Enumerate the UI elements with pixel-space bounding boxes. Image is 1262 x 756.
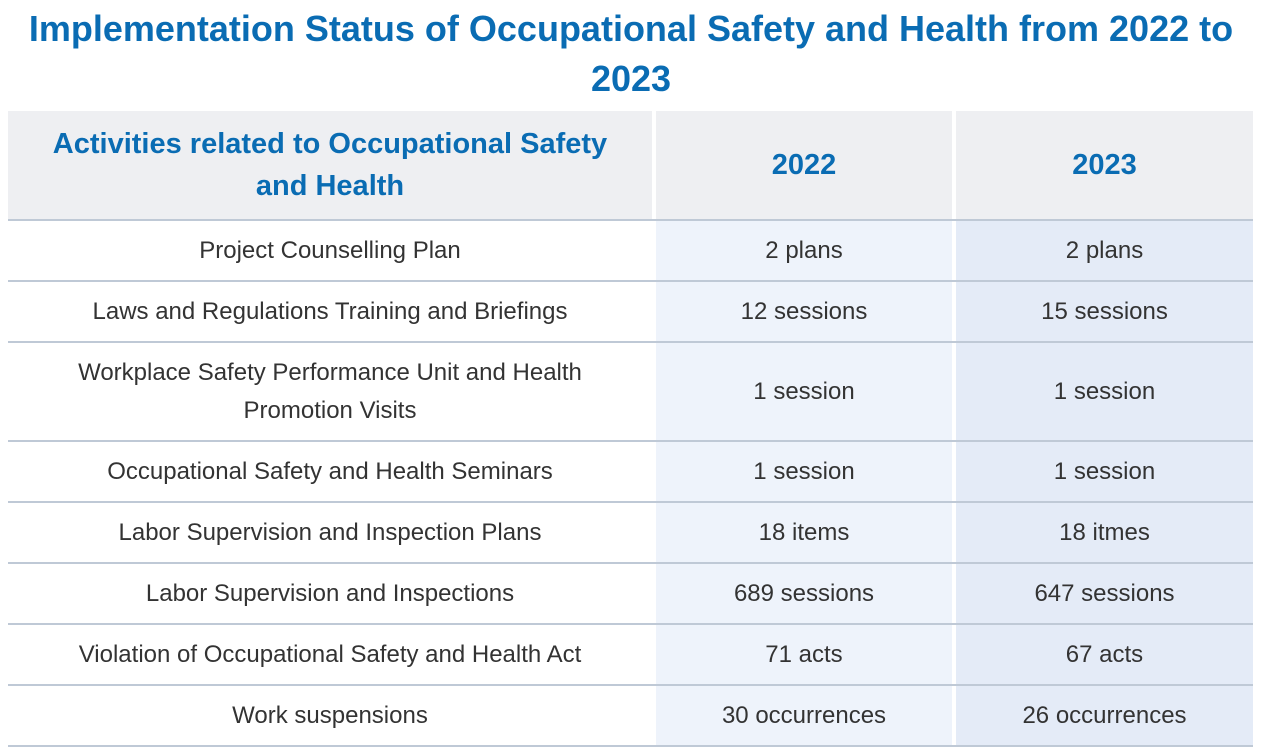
page-title: Implementation Status of Occupational Sa… xyxy=(28,8,1234,99)
value-2023-cell: 1 session xyxy=(956,442,1253,501)
column-divider xyxy=(952,111,956,219)
column-divider xyxy=(952,221,956,280)
activity-cell: Labor Supervision and Inspection Plans xyxy=(8,503,652,562)
value-2023-cell: 2 plans xyxy=(956,221,1253,280)
value-2022-cell: 689 sessions xyxy=(656,564,952,623)
column-divider xyxy=(652,221,656,280)
value-2023-cell: 15 sessions xyxy=(956,282,1253,341)
activity-cell: Work suspensions xyxy=(8,686,652,745)
column-divider xyxy=(952,625,956,684)
activity-cell: Labor Supervision and Inspections xyxy=(8,564,652,623)
safety-status-table: Activities related to Occupational Safet… xyxy=(8,111,1253,747)
column-divider xyxy=(652,442,656,501)
column-divider xyxy=(952,503,956,562)
header-2022: 2022 xyxy=(656,111,952,219)
table-row: Labor Supervision and Inspections 689 se… xyxy=(8,564,1253,625)
activity-cell: Laws and Regulations Training and Briefi… xyxy=(8,282,652,341)
value-2023-cell: 18 itmes xyxy=(956,503,1253,562)
activity-cell: Workplace Safety Performance Unit and He… xyxy=(8,343,652,440)
value-2023-cell: 26 occurrences xyxy=(956,686,1253,745)
table-row: Labor Supervision and Inspection Plans 1… xyxy=(8,503,1253,564)
value-2023-cell: 67 acts xyxy=(956,625,1253,684)
value-2022-cell: 1 session xyxy=(656,442,952,501)
value-2022-cell: 1 session xyxy=(656,343,952,440)
table-row: Project Counselling Plan 2 plans 2 plans xyxy=(8,221,1253,282)
column-divider xyxy=(652,503,656,562)
header-activity: Activities related to Occupational Safet… xyxy=(8,111,652,219)
column-divider xyxy=(952,686,956,745)
column-divider xyxy=(652,564,656,623)
table-row: Violation of Occupational Safety and Hea… xyxy=(8,625,1253,686)
column-divider xyxy=(952,343,956,440)
value-2023-cell: 1 session xyxy=(956,343,1253,440)
activity-cell: Project Counselling Plan xyxy=(8,221,652,280)
column-divider xyxy=(652,686,656,745)
column-divider xyxy=(652,111,656,219)
header-2023: 2023 xyxy=(956,111,1253,219)
value-2022-cell: 2 plans xyxy=(656,221,952,280)
column-divider xyxy=(652,625,656,684)
value-2022-cell: 12 sessions xyxy=(656,282,952,341)
table-row: Occupational Safety and Health Seminars … xyxy=(8,442,1253,503)
activity-cell: Occupational Safety and Health Seminars xyxy=(8,442,652,501)
value-2022-cell: 71 acts xyxy=(656,625,952,684)
column-divider xyxy=(652,343,656,440)
column-divider xyxy=(952,442,956,501)
column-divider xyxy=(652,282,656,341)
value-2022-cell: 30 occurrences xyxy=(656,686,952,745)
table-row: Laws and Regulations Training and Briefi… xyxy=(8,282,1253,343)
value-2022-cell: 18 items xyxy=(656,503,952,562)
column-divider xyxy=(952,282,956,341)
value-2023-cell: 647 sessions xyxy=(956,564,1253,623)
table-header-row: Activities related to Occupational Safet… xyxy=(8,111,1253,221)
table-row: Work suspensions 30 occurrences 26 occur… xyxy=(8,686,1253,747)
column-divider xyxy=(952,564,956,623)
activity-cell: Violation of Occupational Safety and Hea… xyxy=(8,625,652,684)
table-row: Workplace Safety Performance Unit and He… xyxy=(8,343,1253,442)
